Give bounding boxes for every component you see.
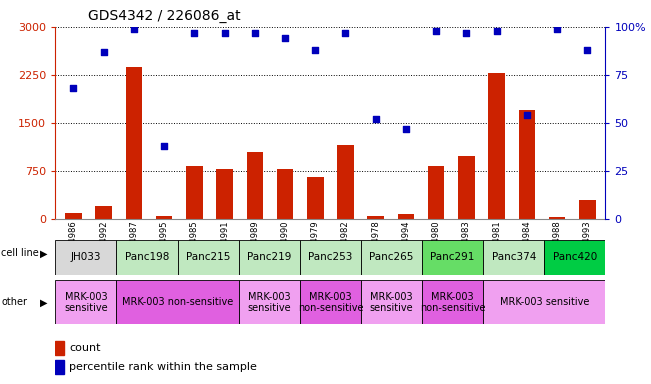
Text: Panc374: Panc374 bbox=[492, 252, 536, 262]
Bar bbox=[428, 166, 445, 219]
Bar bbox=[65, 213, 82, 219]
Bar bbox=[307, 177, 324, 219]
Bar bbox=[544, 240, 605, 275]
Text: JH033: JH033 bbox=[71, 252, 101, 262]
Bar bbox=[519, 110, 535, 219]
Bar bbox=[117, 240, 178, 275]
Point bbox=[310, 47, 320, 53]
Bar bbox=[300, 280, 361, 324]
Bar bbox=[488, 73, 505, 219]
Bar bbox=[247, 152, 263, 219]
Bar bbox=[55, 360, 64, 374]
Text: count: count bbox=[69, 343, 101, 353]
Bar bbox=[483, 280, 605, 324]
Bar bbox=[483, 240, 544, 275]
Text: ▶: ▶ bbox=[40, 297, 48, 308]
Bar bbox=[458, 156, 475, 219]
Text: MRK-003
non-sensitive: MRK-003 non-sensitive bbox=[298, 291, 363, 313]
Text: Panc291: Panc291 bbox=[430, 252, 475, 262]
Point bbox=[68, 85, 79, 91]
Point bbox=[431, 28, 441, 34]
Bar bbox=[300, 240, 361, 275]
Text: MRK-003
sensitive: MRK-003 sensitive bbox=[370, 291, 413, 313]
Bar bbox=[55, 341, 64, 355]
Point bbox=[129, 26, 139, 32]
Bar bbox=[55, 280, 117, 324]
Point bbox=[521, 112, 532, 118]
Text: Panc215: Panc215 bbox=[186, 252, 230, 262]
Text: cell line: cell line bbox=[1, 248, 39, 258]
Text: MRK-003 sensitive: MRK-003 sensitive bbox=[499, 297, 589, 308]
Bar bbox=[398, 214, 414, 219]
Point bbox=[340, 30, 351, 36]
Bar bbox=[126, 66, 142, 219]
Bar bbox=[361, 240, 422, 275]
Bar bbox=[579, 200, 596, 219]
Text: Panc265: Panc265 bbox=[369, 252, 413, 262]
Bar bbox=[117, 280, 239, 324]
Point bbox=[98, 49, 109, 55]
Text: ▶: ▶ bbox=[40, 248, 48, 258]
Text: MRK-003
sensitive: MRK-003 sensitive bbox=[64, 291, 107, 313]
Bar bbox=[549, 217, 565, 219]
Text: other: other bbox=[1, 297, 27, 308]
Point bbox=[189, 30, 200, 36]
Bar bbox=[422, 280, 483, 324]
Text: MRK-003 non-sensitive: MRK-003 non-sensitive bbox=[122, 297, 233, 308]
Point bbox=[492, 28, 502, 34]
Text: Panc253: Panc253 bbox=[308, 252, 353, 262]
Text: Panc420: Panc420 bbox=[553, 252, 597, 262]
Bar bbox=[422, 240, 483, 275]
Bar bbox=[96, 206, 112, 219]
Point bbox=[280, 35, 290, 41]
Bar bbox=[367, 216, 384, 219]
Text: MRK-003
sensitive: MRK-003 sensitive bbox=[247, 291, 291, 313]
Bar bbox=[337, 145, 353, 219]
Point bbox=[219, 30, 230, 36]
Bar bbox=[239, 240, 300, 275]
Bar bbox=[156, 216, 173, 219]
Point bbox=[370, 116, 381, 122]
Bar bbox=[361, 280, 422, 324]
Bar bbox=[186, 166, 202, 219]
Point bbox=[552, 26, 562, 32]
Bar bbox=[277, 169, 294, 219]
Bar bbox=[239, 280, 300, 324]
Point bbox=[582, 47, 592, 53]
Point bbox=[401, 126, 411, 132]
Text: Panc219: Panc219 bbox=[247, 252, 292, 262]
Text: MRK-003
non-sensitive: MRK-003 non-sensitive bbox=[420, 291, 486, 313]
Text: percentile rank within the sample: percentile rank within the sample bbox=[69, 362, 257, 372]
Bar bbox=[216, 169, 233, 219]
Text: Panc198: Panc198 bbox=[125, 252, 169, 262]
Point bbox=[159, 143, 169, 149]
Text: GDS4342 / 226086_at: GDS4342 / 226086_at bbox=[88, 9, 240, 23]
Bar bbox=[55, 240, 117, 275]
Point bbox=[249, 30, 260, 36]
Bar bbox=[178, 240, 239, 275]
Point bbox=[461, 30, 471, 36]
